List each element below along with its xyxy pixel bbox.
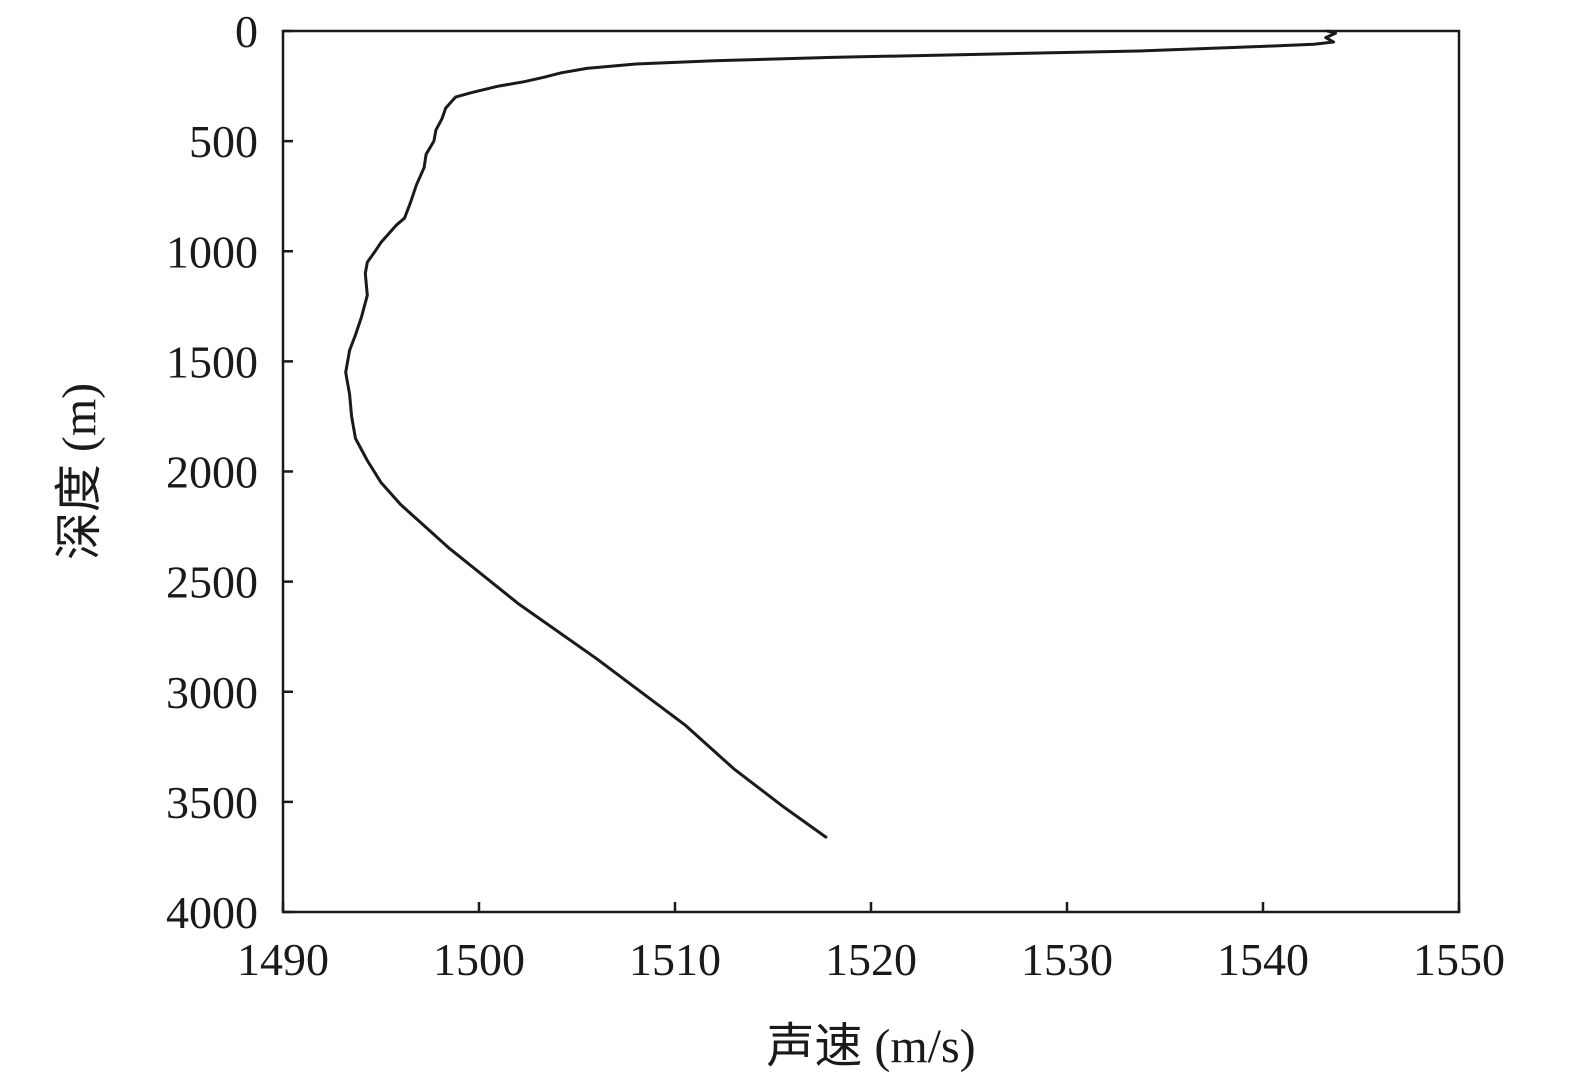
y-tick-label: 1000 — [166, 226, 258, 277]
x-tick-label: 1520 — [825, 934, 917, 985]
y-tick-label: 2500 — [166, 557, 258, 608]
x-tick-label: 1490 — [237, 934, 329, 985]
y-tick-label: 1500 — [166, 336, 258, 387]
y-tick-label: 500 — [189, 116, 258, 167]
y-axis-title: 深度 (m) — [53, 383, 106, 560]
y-tick-label: 3000 — [166, 667, 258, 718]
y-tick-label: 3500 — [166, 777, 258, 828]
x-tick-label: 1530 — [1021, 934, 1113, 985]
x-axis-ticks: 1490 1500 1510 1520 1530 1540 1550 — [237, 902, 1505, 985]
y-tick-label: 0 — [235, 6, 258, 57]
x-tick-label: 1550 — [1413, 934, 1505, 985]
y-axis-ticks: 0 500 1000 1500 2000 2500 3000 3500 4000 — [166, 6, 293, 938]
y-tick-label: 4000 — [166, 887, 258, 938]
x-tick-label: 1500 — [433, 934, 525, 985]
sound-speed-profile-line — [344, 29, 1337, 839]
plot-area-frame — [281, 29, 1461, 914]
x-axis-title: 声速 (m/s) — [766, 1020, 975, 1073]
x-tick-label: 1510 — [629, 934, 721, 985]
y-tick-label: 2000 — [166, 447, 258, 498]
x-tick-label: 1540 — [1217, 934, 1309, 985]
